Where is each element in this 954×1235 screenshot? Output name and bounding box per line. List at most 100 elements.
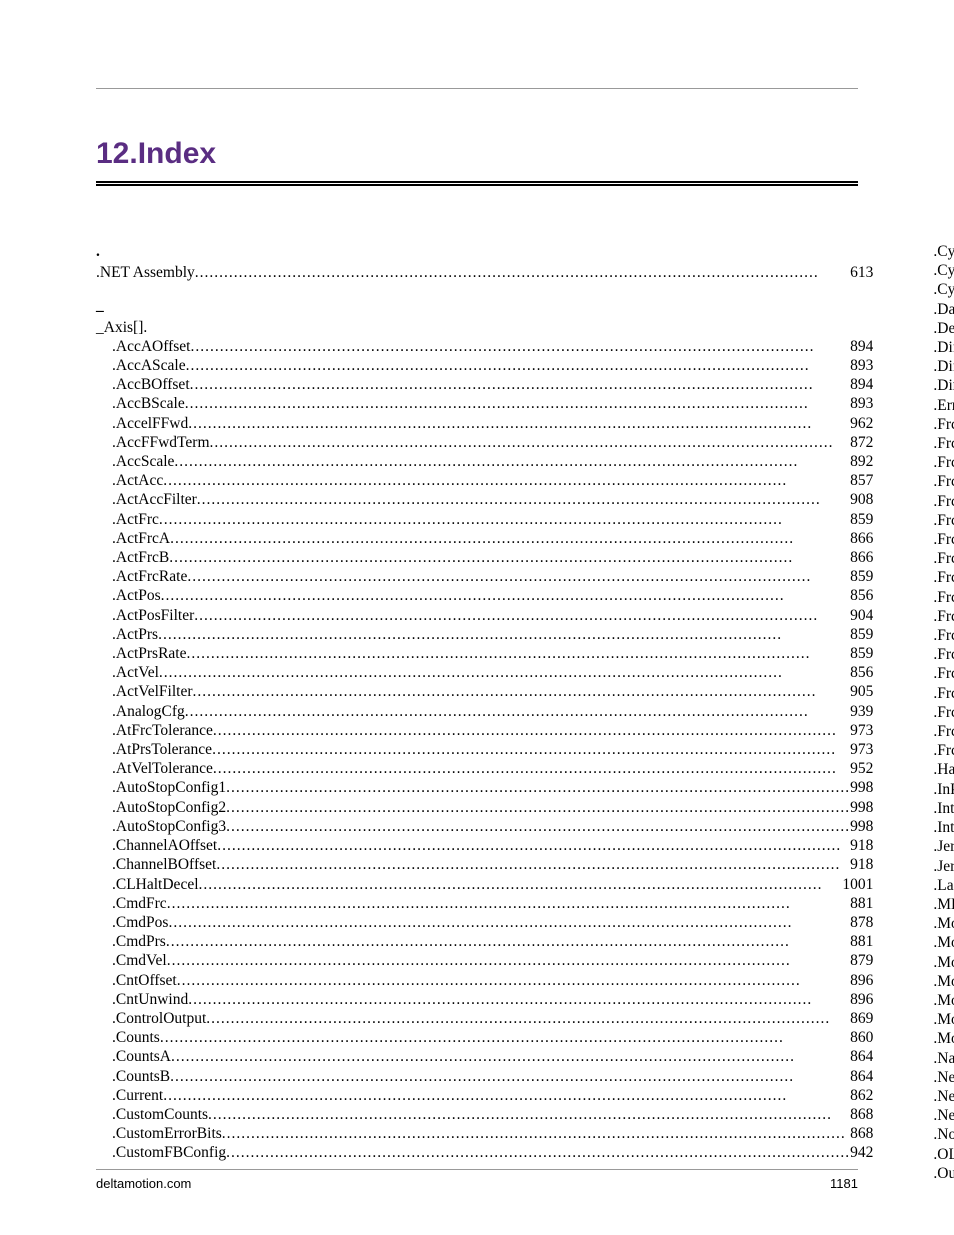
index-entry: .ModOrder911	[917, 991, 954, 1010]
index-term: .CountsB	[112, 1067, 170, 1086]
footer-page-number: 1181	[830, 1176, 858, 1191]
index-term: .FrcRateFilter	[933, 722, 954, 741]
index-term: .DiffGain	[933, 338, 954, 357]
index-entry: .ModResponse916	[917, 1010, 954, 1029]
index-entry: .CustomCounts868	[96, 1105, 873, 1124]
index-page: 859	[850, 644, 873, 663]
index-term: .AccAScale	[112, 356, 186, 375]
leader-dots	[185, 394, 850, 413]
index-page: 973	[850, 740, 873, 759]
index-page: 918	[850, 855, 873, 874]
index-entry: .AtFrcTolerance973	[96, 721, 873, 740]
index-term: .FrcAScale	[933, 415, 954, 434]
index-term: .NegTravelLimit	[933, 1106, 954, 1125]
index-term: .CmdVel	[112, 951, 167, 970]
index-term: .ModResponse	[933, 1010, 954, 1029]
index-page: 881	[850, 932, 873, 951]
index-term: .IntOutputTerm	[933, 818, 954, 837]
index-entry: .AccScale892	[96, 452, 873, 471]
leader-dots	[169, 548, 850, 567]
index-entry: .CntUnwind896	[96, 990, 873, 1009]
index-entry: .ChannelAOffset918	[96, 836, 873, 855]
index-entry: .CustomErrorBits868	[96, 1124, 873, 1143]
index-entry: .JerkFFwd963	[917, 837, 954, 856]
section-head-dot: .	[96, 242, 873, 261]
index-page: 879	[850, 951, 873, 970]
index-term: .ActPosFilter	[112, 606, 194, 625]
index-term: .ActVel	[112, 663, 159, 682]
index-term: .FrcPropGainTerm	[933, 664, 954, 683]
index-term: .IntGain	[933, 799, 954, 818]
index-term: .FrcFFwd	[933, 530, 954, 549]
index-term: .JerkFFwd	[933, 837, 954, 856]
index-page: 998	[850, 798, 873, 817]
index-entry: .CmdVel 879	[96, 951, 873, 970]
leader-dots	[197, 490, 850, 509]
index-page: 962	[850, 414, 873, 433]
index-term: .AutoStopConfig3	[112, 817, 226, 836]
index-entry: .Current862	[96, 1086, 873, 1105]
index-term: .ActAccFilter	[112, 490, 197, 509]
leader-dots	[186, 356, 851, 375]
leader-dots	[166, 932, 850, 951]
index-entry: .NET Assembly613	[96, 263, 873, 282]
index-entry: .CntOffset896	[96, 971, 873, 990]
index-term: .AtFrcTolerance	[112, 721, 213, 740]
index-term: .DeadbandTolerance	[933, 319, 954, 338]
index-page: 866	[850, 548, 873, 567]
index-term: .ActFrcRate	[112, 567, 187, 586]
index-term: .ActPos	[112, 586, 161, 605]
index-term: .AutoStopConfig1	[112, 778, 226, 797]
leader-dots	[217, 836, 850, 855]
index-page: 892	[850, 452, 873, 471]
index-term: .NoiseErrorRate	[933, 1125, 954, 1144]
index-page: 939	[850, 702, 873, 721]
index-page: 857	[850, 471, 873, 490]
index-entry: .IntOutputTerm871	[917, 818, 954, 837]
index-entry: .CmdPrs 881	[96, 932, 873, 951]
index-entry: .Error Bits849	[917, 396, 954, 415]
index-term: .ModGainNeg	[933, 933, 954, 952]
index-page: 918	[850, 836, 873, 855]
index-page: 893	[850, 394, 873, 413]
index-entry: .AccBOffset894	[96, 375, 873, 394]
index-entry: .CmdFrc881	[96, 894, 873, 913]
index-term: .InPosTolerance	[933, 780, 954, 799]
index-entry: .DeadbandTolerance980	[917, 319, 954, 338]
leader-dots	[190, 337, 850, 356]
index-term: .CountsA	[112, 1047, 171, 1066]
index-entry: .CountsB864	[96, 1067, 873, 1086]
index-term: .HaltGrpNo	[933, 760, 954, 779]
section-dot-entries: .NET Assembly613	[96, 263, 873, 282]
leader-dots	[212, 740, 850, 759]
index-entry: .ActVelFilter905	[96, 682, 873, 701]
leader-dots	[194, 606, 850, 625]
index-page: 856	[850, 586, 873, 605]
leader-dots	[167, 894, 850, 913]
index-term: .AutoStopConfig2	[112, 798, 226, 817]
index-entry: .CLHaltDecel1001	[96, 875, 873, 894]
index-term: .FrcRateFFwdTerm	[933, 703, 954, 722]
index-page: 878	[850, 913, 873, 932]
index-entry: .ActFrc859	[96, 510, 873, 529]
index-term: .CustomCounts	[112, 1105, 208, 1124]
index-term: .ModDampFactor	[933, 914, 954, 933]
index-page: 894	[850, 375, 873, 394]
index-term: .Current	[112, 1086, 163, 1105]
index-entry: .ModGainPos912	[917, 953, 954, 972]
index-page: 998	[850, 778, 873, 797]
index-term: .NegForceLimit	[933, 1068, 954, 1087]
leader-dots	[216, 855, 850, 874]
index-entry: .IntGain955	[917, 799, 954, 818]
index-entry: .DiffGain957	[917, 338, 954, 357]
leader-dots	[170, 529, 850, 548]
leader-dots	[188, 414, 850, 433]
index-term: .ModOrder	[933, 991, 954, 1010]
index-term: .ActPrs	[112, 625, 158, 644]
leader-dots	[226, 778, 850, 797]
index-term: .CmdPrs	[112, 932, 166, 951]
header-rule	[96, 88, 858, 89]
leader-dots	[193, 682, 851, 701]
index-term: .FrcOffset	[933, 626, 954, 645]
index-term: .ModTimeConst	[933, 1029, 954, 1048]
